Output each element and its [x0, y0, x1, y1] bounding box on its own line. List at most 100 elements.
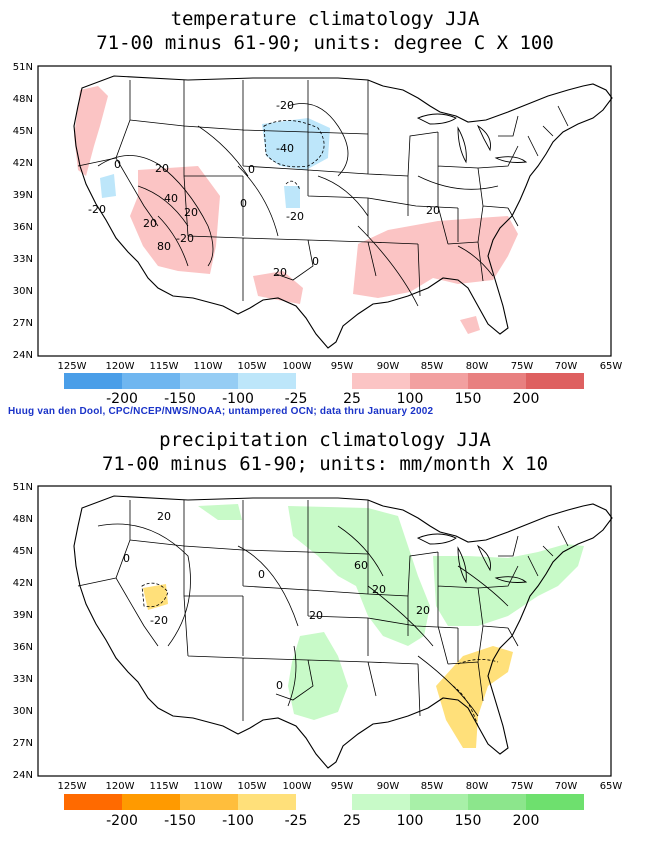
precip-wet-region	[288, 506, 430, 646]
lon-label: 100W	[283, 361, 312, 372]
contour-label: 20	[416, 604, 430, 617]
contour-label: 20	[184, 206, 198, 219]
lon-label: 105W	[238, 781, 267, 792]
lon-label: 80W	[466, 361, 489, 372]
lat-label: 24N	[13, 350, 33, 361]
contour-label: 40	[164, 192, 178, 205]
precip-dry-region	[436, 646, 513, 748]
temp-warm-region	[74, 86, 108, 176]
lat-label: 39N	[13, 190, 33, 201]
temp-colorbar: -200 -150 -100 -25 25 100 150 200	[64, 373, 584, 407]
contour-label: 20	[309, 609, 323, 622]
lat-label: 51N	[13, 62, 33, 73]
colorbar-label: -25	[285, 391, 308, 407]
temp-contour-labels: -20 -40 0 20 -20 0 20 40 20 0 -20 0 -20 …	[88, 99, 440, 279]
temp-map	[37, 65, 613, 357]
colorbar-swatch	[526, 373, 584, 389]
lat-label: 45N	[13, 546, 33, 557]
contour-label: 20	[426, 204, 440, 217]
precip-contours	[97, 523, 509, 717]
lon-label: 110W	[194, 361, 223, 372]
colorbar-swatch	[238, 794, 296, 810]
lon-label: 70W	[555, 361, 578, 372]
lon-label: 65W	[600, 361, 623, 372]
contour-label: 0	[114, 158, 121, 171]
contour-label: 0	[312, 255, 319, 268]
contour-label: 0	[276, 679, 283, 692]
contour-label: 60	[354, 559, 368, 572]
colorbar-label: -25	[285, 813, 308, 829]
contour-label: 20	[273, 266, 287, 279]
lat-label: 36N	[13, 642, 33, 653]
colorbar-label: -100	[222, 391, 254, 407]
colorbar-label: -150	[164, 391, 196, 407]
lon-label: 120W	[106, 781, 135, 792]
contour-label: -20	[286, 210, 304, 223]
lon-label: 80W	[466, 781, 489, 792]
precip-wet-region	[288, 632, 348, 720]
lon-label: 70W	[555, 781, 578, 792]
lat-label: 51N	[13, 482, 33, 493]
contour-label: 0	[248, 163, 255, 176]
precip-lon-labels: 125W 120W 115W 110W 105W 100W 95W 90W 85…	[58, 781, 623, 792]
lon-label: 90W	[377, 781, 400, 792]
temp-lat-labels: 51N 48N 45N 42N 39N 36N 33N 30N 27N 24N	[13, 62, 33, 361]
temp-warm-region	[130, 166, 220, 274]
precip-colorbar: -200 -150 -100 -25 25 100 150 200	[64, 794, 584, 829]
temp-title-line2: 71-00 minus 61-90; units: degree C X 100	[96, 32, 554, 54]
colorbar-label: 25	[343, 391, 361, 407]
lat-label: 30N	[13, 286, 33, 297]
precip-title-line2: 71-00 minus 61-90; units: mm/month X 10	[101, 453, 549, 475]
lat-label: 33N	[13, 674, 33, 685]
temp-cool-region	[100, 174, 116, 198]
temp-warm-region	[460, 316, 480, 334]
temp-lon-labels: 125W 120W 115W 110W 105W 100W 95W 90W 85…	[58, 361, 623, 372]
lon-label: 115W	[150, 361, 179, 372]
precip-title-line1: precipitation climatology JJA	[159, 429, 491, 451]
colorbar-swatch	[352, 373, 410, 389]
colorbar-label: 200	[513, 391, 540, 407]
colorbar-swatch	[410, 373, 468, 389]
precip-lat-labels: 51N 48N 45N 42N 39N 36N 33N 30N 27N 24N	[13, 482, 33, 781]
colorbar-label: 100	[397, 391, 424, 407]
contour-label: 20	[155, 162, 169, 175]
lon-label: 75W	[511, 781, 534, 792]
precip-map	[37, 485, 613, 777]
colorbar-swatch	[64, 373, 122, 389]
colorbar-swatch	[352, 794, 410, 810]
colorbar-label: -200	[106, 391, 138, 407]
colorbar-label: 150	[455, 813, 482, 829]
contour-label: 0	[123, 552, 130, 565]
lat-label: 42N	[13, 578, 33, 589]
lon-label: 65W	[600, 781, 623, 792]
temp-frame	[37, 65, 612, 357]
lat-label: 27N	[13, 318, 33, 329]
contour-label: 0	[240, 197, 247, 210]
lat-label: 24N	[13, 770, 33, 781]
colorbar-swatch	[180, 373, 238, 389]
lat-label: 27N	[13, 738, 33, 749]
colorbar-swatch	[180, 794, 238, 810]
lon-label: 100W	[283, 781, 312, 792]
temp-cool-region	[262, 118, 330, 170]
contour-label: -20	[88, 203, 106, 216]
lon-label: 115W	[150, 781, 179, 792]
colorbar-label: 25	[343, 813, 361, 829]
lon-label: 105W	[238, 361, 267, 372]
colorbar-swatch	[122, 794, 180, 810]
colorbar-swatch	[238, 373, 296, 389]
precip-contour-labels: 20 0 0 -20 60 20 20 20 0	[123, 510, 430, 692]
temp-cool-region	[284, 186, 300, 208]
colorbar-swatch	[410, 794, 468, 810]
lat-label: 42N	[13, 158, 33, 169]
contour-label: -20	[276, 99, 294, 112]
lon-label: 85W	[421, 781, 444, 792]
contour-label: -20	[176, 232, 194, 245]
contour-label: 20	[157, 510, 171, 523]
temp-contours	[97, 103, 499, 307]
lon-label: 125W	[58, 361, 87, 372]
colorbar-swatch	[122, 373, 180, 389]
contour-label: 20	[372, 583, 386, 596]
lat-label: 30N	[13, 706, 33, 717]
